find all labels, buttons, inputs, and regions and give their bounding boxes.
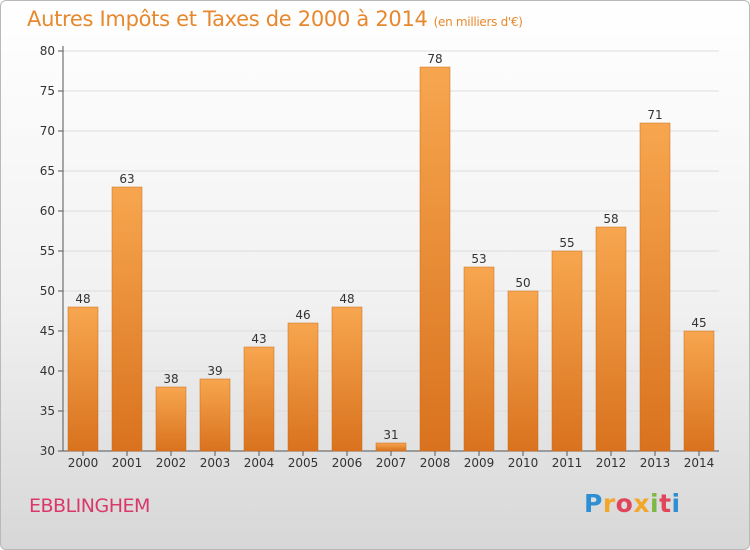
data-label: 53 bbox=[471, 252, 486, 266]
data-label: 71 bbox=[647, 108, 662, 122]
chart-title-text: Autres Impôts et Taxes de 2000 à 2014 bbox=[27, 7, 428, 31]
data-label: 63 bbox=[119, 172, 134, 186]
bar bbox=[111, 186, 143, 452]
bar bbox=[507, 290, 539, 452]
y-tick-label: 55 bbox=[40, 244, 55, 258]
chart-title: Autres Impôts et Taxes de 2000 à 2014 (en… bbox=[27, 7, 523, 31]
x-tick-label: 2009 bbox=[464, 456, 495, 470]
data-label: 48 bbox=[75, 292, 90, 306]
bar bbox=[287, 322, 319, 452]
data-label: 45 bbox=[691, 316, 706, 330]
y-tick-label: 35 bbox=[40, 404, 55, 418]
data-label: 39 bbox=[207, 364, 222, 378]
data-label: 43 bbox=[251, 332, 266, 346]
logo-letter: P bbox=[584, 489, 603, 518]
y-tick-label: 75 bbox=[40, 84, 55, 98]
y-tick-label: 30 bbox=[40, 444, 55, 458]
y-tick-label: 60 bbox=[40, 204, 55, 218]
data-label: 55 bbox=[559, 236, 574, 250]
labels: 48 2000 63 2001 38 2002 39 2003 43 2004 46 2005 48 20… bbox=[68, 52, 715, 470]
x-tick-label: 2012 bbox=[596, 456, 627, 470]
logo-letter: i bbox=[650, 489, 660, 518]
x-tick-label: 2006 bbox=[332, 456, 363, 470]
x-tick-label: 2013 bbox=[640, 456, 671, 470]
y-tick-label: 40 bbox=[40, 364, 55, 378]
x-tick-label: 2003 bbox=[200, 456, 231, 470]
logo-letter: t bbox=[659, 489, 672, 518]
y-tick-label: 50 bbox=[40, 284, 55, 298]
data-label: 38 bbox=[163, 372, 178, 386]
bar bbox=[595, 226, 627, 452]
logo-letter: x bbox=[633, 489, 650, 518]
y-tick-label: 80 bbox=[40, 44, 55, 58]
bar bbox=[375, 442, 407, 452]
chart-unit: (en milliers d'€) bbox=[433, 15, 523, 29]
data-label: 78 bbox=[427, 52, 442, 66]
x-tick-label: 2007 bbox=[376, 456, 407, 470]
bar bbox=[551, 250, 583, 452]
x-tick-label: 2001 bbox=[112, 456, 143, 470]
logo-letter: i bbox=[671, 489, 681, 518]
y-tick-label: 65 bbox=[40, 164, 55, 178]
bar bbox=[683, 330, 715, 452]
data-label: 31 bbox=[383, 428, 398, 442]
x-tick-label: 2014 bbox=[684, 456, 715, 470]
bar bbox=[199, 378, 231, 452]
y-tick-label: 70 bbox=[40, 124, 55, 138]
bar bbox=[419, 66, 451, 452]
x-tick-label: 2000 bbox=[68, 456, 99, 470]
proxiti-logo[interactable]: Proxiti bbox=[584, 489, 681, 518]
bar bbox=[155, 386, 187, 452]
logo-letter: r bbox=[602, 489, 616, 518]
data-label: 50 bbox=[515, 276, 530, 290]
x-tick-label: 2008 bbox=[420, 456, 451, 470]
bar bbox=[243, 346, 275, 452]
y-tick-label: 45 bbox=[40, 324, 55, 338]
x-tick-label: 2002 bbox=[156, 456, 187, 470]
x-tick-label: 2011 bbox=[552, 456, 583, 470]
bar bbox=[331, 306, 363, 452]
city-name: EBBLINGHEM bbox=[29, 495, 150, 517]
bar bbox=[67, 306, 99, 452]
x-tick-label: 2004 bbox=[244, 456, 275, 470]
bar bbox=[463, 266, 495, 452]
bar bbox=[639, 122, 671, 452]
data-label: 46 bbox=[295, 308, 310, 322]
data-label: 58 bbox=[603, 212, 618, 226]
x-tick-label: 2010 bbox=[508, 456, 539, 470]
x-tick-label: 2005 bbox=[288, 456, 319, 470]
bars bbox=[67, 66, 715, 452]
data-label: 48 bbox=[339, 292, 354, 306]
logo-letter: o bbox=[615, 489, 634, 518]
